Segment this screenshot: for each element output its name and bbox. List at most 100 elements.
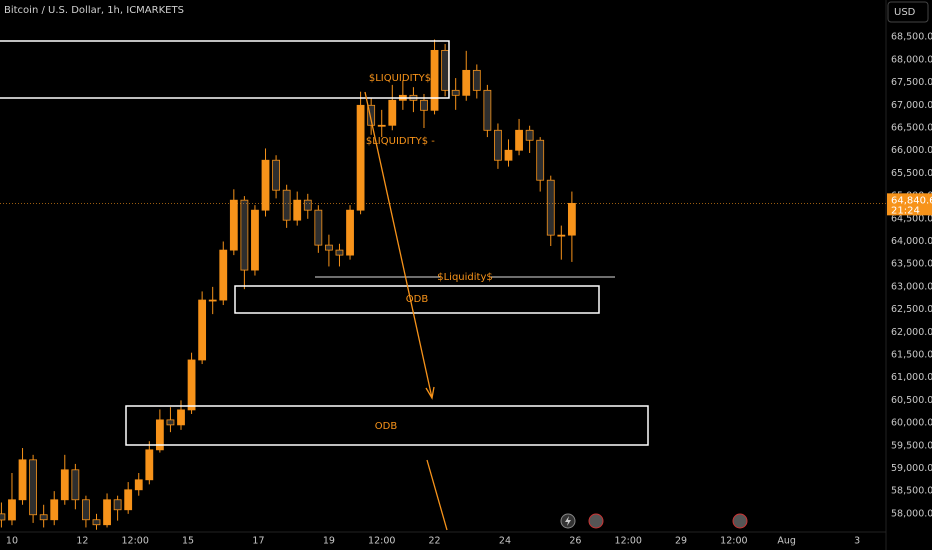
candle-body (515, 129, 523, 151)
candle-body (546, 179, 555, 236)
candle-body (92, 519, 101, 526)
annotation: - $LIQUIDITY$ - (359, 136, 435, 147)
candle-body (198, 299, 207, 361)
candle-body (441, 49, 450, 91)
label-bg (440, 271, 490, 283)
candle-body (71, 469, 80, 501)
y-tick-label: 64,500.00 (891, 213, 932, 224)
candle-body (82, 499, 90, 521)
x-tick-label: 17 (252, 536, 264, 547)
y-tick-label: 61,500.00 (891, 349, 932, 360)
candle-body (314, 209, 323, 246)
zone-box (125, 405, 649, 446)
y-tick-label: 60,500.00 (891, 395, 932, 406)
candle-body (124, 489, 133, 511)
x-tick-label: 22 (429, 536, 441, 547)
x-tick-label: 10 (6, 536, 18, 547)
candle-body (18, 459, 27, 501)
candle-body (50, 499, 59, 521)
y-tick-label: 61,000.00 (891, 372, 932, 383)
y-tick-label: 62,500.00 (891, 304, 932, 315)
lightning-icon (565, 516, 571, 526)
candle-body (430, 49, 439, 111)
candle-body (567, 202, 576, 236)
currency-label[interactable]: USD (894, 7, 916, 18)
x-tick-label: 24 (499, 536, 511, 547)
candle-body (103, 499, 111, 526)
chart-title: Bitcoin / U.S. Dollar, 1h, ICMARKETS (4, 5, 184, 16)
candle-body (494, 129, 502, 161)
y-tick-label: 62,000.00 (891, 327, 932, 338)
candle-body (462, 69, 471, 96)
y-tick-label: 66,000.00 (891, 145, 932, 156)
y-tick-label: 68,500.00 (891, 32, 932, 43)
candle-body (229, 199, 238, 251)
candle-body (187, 359, 196, 411)
candle-body (346, 209, 354, 256)
y-tick-label: 67,000.00 (891, 100, 932, 111)
candle-body (177, 409, 185, 426)
y-tick-label: 67,500.00 (891, 77, 932, 88)
event-icon[interactable] (588, 513, 604, 529)
candle-body (335, 249, 344, 256)
candle-body (251, 209, 259, 271)
y-tick-label: 65,500.00 (891, 168, 932, 179)
candle-body (325, 244, 333, 251)
candle-body (39, 514, 48, 521)
x-tick-label: 15 (182, 536, 194, 547)
plot-area (0, 39, 576, 530)
candle-body (155, 419, 164, 451)
candle-body (557, 234, 566, 237)
annotation: $LIQUIDITY$ (369, 73, 431, 84)
x-tick-label: Aug (777, 536, 796, 547)
y-tick-label: 64,000.00 (891, 236, 932, 247)
event-icon[interactable] (732, 513, 748, 529)
currency-button[interactable] (887, 1, 929, 23)
candle-body (356, 104, 365, 211)
candle-body (261, 159, 270, 211)
candle-body (219, 249, 228, 301)
y-tick-label: 68,000.00 (891, 54, 932, 65)
last-price-box (887, 193, 932, 216)
arrow (364, 91, 433, 399)
candle-body (472, 69, 481, 91)
x-tick-label: 12:00 (122, 536, 149, 547)
last-price-label: 64,840.68 (891, 195, 932, 206)
candle-body (282, 189, 291, 221)
y-tick-label: 66,500.00 (891, 123, 932, 134)
candle-body (113, 499, 122, 511)
zone-box (234, 285, 600, 314)
candle-body (451, 89, 460, 96)
y-tick-label: 59,000.00 (891, 463, 932, 474)
y-tick-label: 60,000.00 (891, 418, 932, 429)
candle-body (134, 479, 143, 491)
y-tick-label: 58,500.00 (891, 486, 932, 497)
candle-body (166, 419, 175, 426)
candle-body (272, 159, 280, 191)
x-tick-label: 3 (854, 536, 860, 547)
arrow-head (425, 386, 435, 400)
zone-box (0, 40, 450, 99)
y-tick-label: 63,500.00 (891, 259, 932, 270)
countdown-label: 21:24 (891, 205, 920, 216)
x-tick-label: 29 (675, 536, 687, 547)
x-tick-label: 12:00 (368, 536, 395, 547)
candle-body (293, 199, 302, 221)
candle-body (29, 459, 38, 516)
candle-body (388, 99, 397, 126)
annotation: ODB (406, 294, 429, 305)
candle-body (208, 299, 217, 302)
candle-body (367, 104, 376, 126)
candle-body (420, 99, 428, 111)
candle-body (536, 139, 545, 181)
candle-body (525, 129, 534, 141)
arrow (426, 459, 448, 531)
y-tick-label: 63,000.00 (891, 281, 932, 292)
candle-body (504, 149, 513, 161)
x-tick-label: 12:00 (615, 536, 642, 547)
x-tick-label: 12:00 (720, 536, 747, 547)
candle-body (483, 89, 492, 131)
candle-body (377, 124, 386, 127)
